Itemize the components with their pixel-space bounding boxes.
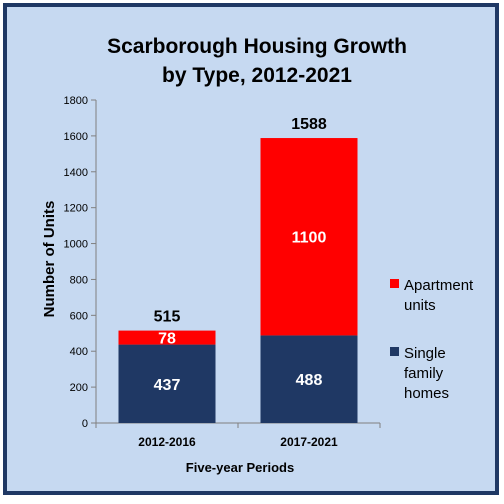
y-tick-label: 800: [70, 274, 88, 286]
y-tick-label: 400: [70, 346, 88, 358]
y-tick-label: 600: [70, 310, 88, 322]
chart-svg: Scarborough Housing Growth by Type, 2012…: [41, 35, 474, 475]
axes-group: 0 200 400 600 800 1000 1200 1400 1600 1800 2012-20…: [64, 95, 381, 449]
legend-label-apartment-line1: Apartment: [404, 277, 474, 294]
y-tick-label: 1800: [64, 95, 88, 107]
bar-single-family-2017-2021: [260, 335, 358, 423]
data-label-value: 78: [158, 331, 176, 348]
bar-single-family-2012-2016: [118, 344, 216, 423]
x-tick-label: 2012-2016: [138, 435, 196, 449]
y-tick-label: 1600: [64, 131, 88, 143]
y-axis-label: Number of Units: [41, 201, 58, 318]
legend: Apartment units Single family homes: [390, 277, 474, 402]
data-labels-group: 437 78 515 488 1100 1588: [154, 116, 327, 394]
y-tick-label: 0: [82, 418, 88, 430]
chart-title-line2: by Type, 2012-2021: [162, 64, 352, 87]
bar-apartment-2012-2016: [118, 330, 216, 345]
x-tick-label: 2017-2021: [280, 435, 338, 449]
legend-swatch-apartment: [390, 279, 399, 288]
legend-label-single-family-line1: Single: [404, 345, 446, 362]
y-tick-label: 1200: [64, 203, 88, 215]
data-label-value: 488: [296, 372, 323, 389]
data-label-value: 1100: [292, 230, 327, 247]
legend-label-single-family-line2: family: [404, 365, 444, 382]
chart-frame: Scarborough Housing Growth by Type, 2012…: [3, 3, 499, 495]
bar-apartment-2017-2021: [260, 138, 358, 336]
legend-swatch-single-family: [390, 347, 399, 356]
bars-group: [118, 138, 358, 423]
data-label-value: 437: [154, 377, 181, 394]
x-axis-label: Five-year Periods: [186, 460, 294, 475]
legend-label-single-family-line3: homes: [404, 385, 449, 402]
y-tick-label: 200: [70, 382, 88, 394]
data-label-total: 515: [154, 309, 181, 326]
data-label-total: 1588: [291, 116, 327, 133]
y-tick-label: 1400: [64, 167, 88, 179]
legend-label-apartment-line2: units: [404, 297, 436, 314]
chart-title-line1: Scarborough Housing Growth: [107, 35, 407, 58]
y-tick-label: 1000: [64, 239, 88, 251]
